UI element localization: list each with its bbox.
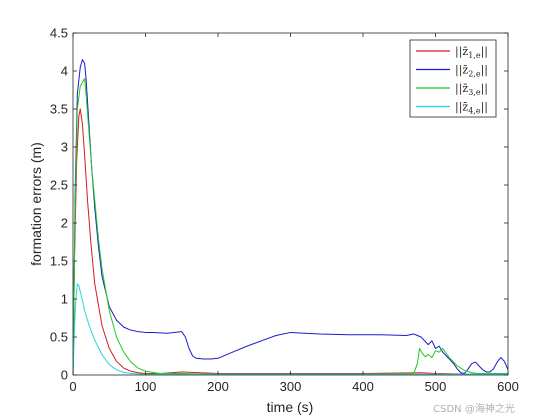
legend-entry-subscript: 3,e [468,88,481,97]
y-tick-label: 1 [61,292,68,307]
legend-entry-4: ||z̄4,e|| [455,101,488,116]
x-axis-label: time (s) [267,399,314,415]
y-tick-label: 0 [61,368,68,383]
y-tick-label: 4 [61,64,68,79]
legend-entry-3: ||z̄3,e|| [455,82,488,97]
x-tick-label: 300 [280,379,302,394]
x-tick-label: 400 [352,379,374,394]
ticks-group: 0 100 200 300 400 500 600 0 0.5 1 1.5 2 2.5 3 3.5 4 4.5 [50,26,519,395]
x-tick-label: 500 [425,379,447,394]
legend-entry-base: ||z̄ [455,101,468,115]
y-tick-label: 3.5 [50,102,68,117]
series-line-4 [73,283,508,375]
y-tick-label: 1.5 [50,254,68,269]
watermark-text: CSDN @海神之光 [433,402,515,415]
legend-entry-2: ||z̄2,e|| [455,64,488,79]
y-tick-label: 0.5 [50,330,68,345]
legend-entry-base: ||z̄ [455,45,468,59]
y-tick-label: 2 [61,216,68,231]
y-axis-label: formation errors (m) [28,142,44,266]
legend-box [409,39,497,118]
legend-entry-subscript: 4,e [468,107,481,116]
legend: ||z̄1,e||||z̄2,e||||z̄3,e||||z̄4,e|| [409,39,497,118]
x-tick-label: 100 [135,379,157,394]
legend-entry-subscript: 1,e [468,51,481,60]
legend-entry-tail: || [481,45,488,59]
legend-entry-tail: || [481,82,488,96]
y-tick-label: 4.5 [50,26,68,41]
legend-entry-base: ||z̄ [455,82,468,96]
x-tick-label: 200 [207,379,229,394]
series-line-2 [73,59,508,375]
y-tick-label: 3 [61,140,68,155]
legend-entry-tail: || [481,101,488,115]
x-tick-label: 0 [69,379,76,394]
legend-entry-tail: || [481,64,488,78]
x-tick-label: 600 [497,379,519,394]
series-line-1 [73,108,508,375]
legend-entry-1: ||z̄1,e|| [455,45,488,60]
legend-entry-base: ||z̄ [455,64,468,78]
y-tick-label: 2.5 [50,178,68,193]
legend-entry-subscript: 2,e [468,70,481,79]
